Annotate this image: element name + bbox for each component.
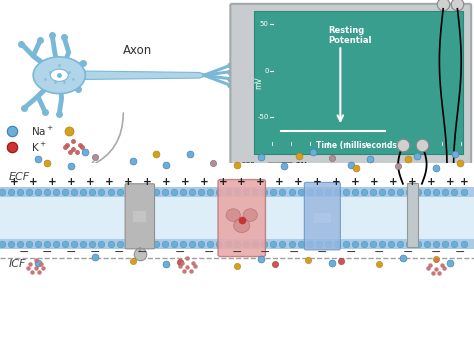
Bar [407, 183, 418, 247]
Bar [281, 162, 292, 172]
Text: +: + [181, 177, 189, 187]
Text: K$^+$: K$^+$ [31, 140, 46, 154]
Text: +: + [408, 177, 417, 187]
Text: 0: 0 [264, 68, 269, 74]
Text: −: − [402, 245, 413, 259]
Text: −: − [203, 245, 214, 259]
Text: +: + [237, 177, 246, 187]
Text: +: + [105, 177, 113, 187]
Polygon shape [85, 71, 206, 79]
Text: +: + [275, 177, 284, 187]
Text: +: + [351, 177, 360, 187]
Text: +: + [48, 177, 56, 187]
Text: Time (milliseconds): Time (milliseconds) [316, 141, 401, 150]
Bar [0, 239, 474, 248]
Ellipse shape [234, 218, 250, 233]
Text: −: − [374, 245, 384, 259]
FancyBboxPatch shape [230, 4, 471, 178]
Text: −: − [232, 245, 242, 259]
Text: −: − [260, 245, 271, 259]
Text: −: − [18, 245, 29, 259]
Bar [268, 162, 292, 172]
Bar [314, 212, 331, 223]
Bar [133, 211, 146, 222]
Text: +: + [256, 177, 265, 187]
Text: +: + [446, 177, 455, 187]
Bar [254, 10, 463, 154]
Text: OFF: OFF [241, 162, 255, 171]
Text: +: + [460, 177, 469, 187]
Bar [0, 163, 474, 266]
Text: +: + [124, 177, 132, 187]
Text: −: − [431, 245, 441, 259]
Text: Na$^+$: Na$^+$ [31, 125, 54, 138]
Bar [0, 187, 474, 197]
Text: -50: -50 [257, 114, 269, 120]
Text: −: − [289, 245, 299, 259]
Text: +: + [162, 177, 170, 187]
Text: 50: 50 [260, 21, 269, 27]
Text: mV: mV [254, 76, 263, 89]
Text: −: − [42, 245, 53, 259]
Text: +: + [86, 177, 94, 187]
Text: +: + [313, 177, 322, 187]
Text: +: + [200, 177, 208, 187]
Bar [0, 196, 474, 240]
Text: +: + [370, 177, 379, 187]
Ellipse shape [226, 209, 240, 222]
Text: +: + [143, 177, 151, 187]
Text: −: − [317, 245, 328, 259]
Text: −: − [90, 245, 100, 259]
Text: −: − [66, 245, 76, 259]
FancyBboxPatch shape [125, 184, 155, 249]
Text: ICF: ICF [9, 259, 26, 269]
FancyBboxPatch shape [218, 180, 265, 257]
Text: +: + [219, 177, 227, 187]
Text: +: + [10, 177, 18, 187]
Text: +: + [389, 177, 398, 187]
Ellipse shape [33, 57, 85, 93]
Text: Axon: Axon [123, 44, 152, 57]
Text: −: − [137, 245, 147, 259]
Text: +: + [427, 177, 436, 187]
Text: +: + [294, 177, 303, 187]
Text: +: + [332, 177, 341, 187]
Text: −: − [175, 245, 185, 259]
Ellipse shape [50, 69, 68, 82]
Text: +: + [67, 177, 75, 187]
Text: −: − [346, 245, 356, 259]
Text: Resting
Potential: Resting Potential [328, 26, 372, 45]
Text: ON: ON [295, 162, 308, 171]
Text: ECF: ECF [9, 172, 30, 182]
Ellipse shape [243, 209, 257, 222]
FancyBboxPatch shape [304, 182, 340, 250]
Text: +: + [29, 177, 37, 187]
Text: −: − [455, 245, 465, 259]
Text: −: − [113, 245, 124, 259]
